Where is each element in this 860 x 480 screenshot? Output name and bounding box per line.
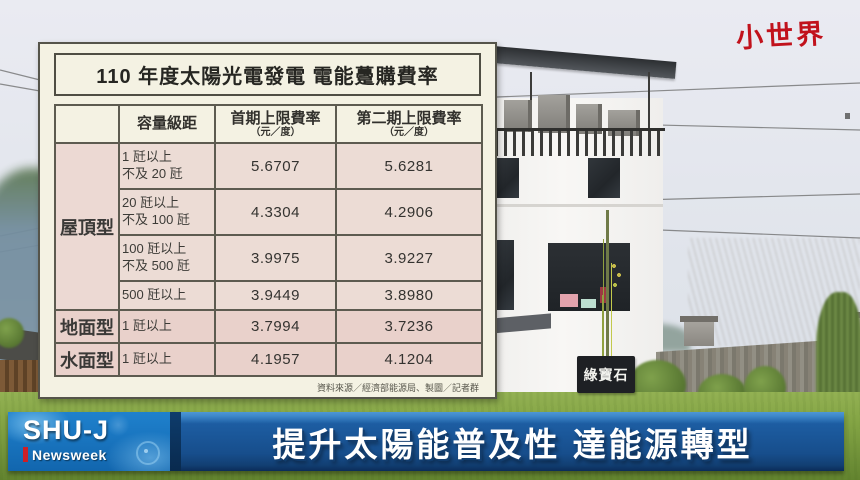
table-row: 地面型 1 瓩以上 3.7994 3.7236 — [54, 309, 483, 344]
wood-fence-photo — [0, 360, 42, 396]
canopy-post — [648, 72, 650, 132]
source-caption: 資料來源／經濟部能源局、製圖／記者群 — [316, 383, 479, 393]
capacity-cell: 1 瓩以上 不及 20 瓩 — [118, 142, 216, 190]
logo-subtitle-row: Newsweek — [23, 447, 170, 462]
ac-unit — [504, 100, 532, 132]
table-row: 100 瓩以上 不及 500 瓩 3.9975 3.9227 — [55, 234, 483, 282]
rate-cell: 4.2906 — [335, 188, 483, 236]
table-row: 屋頂型 1 瓩以上 不及 20 瓩 5.6707 5.6281 — [54, 142, 483, 311]
row-group-label-water: 水面型 — [54, 342, 120, 377]
rate-table: 容量級距 首期上限費率 （元／度） 第二期上限費率 （元／度） 屋頂型 1 瓩以… — [54, 104, 483, 377]
shop-sign: 綠寶石 — [577, 356, 635, 393]
rate-cell: 3.7994 — [214, 309, 337, 344]
bush-photo — [0, 318, 24, 348]
window — [588, 158, 620, 198]
shop-sign-text: 綠寶石 — [583, 366, 629, 383]
row-group-label-ground: 地面型 — [54, 309, 120, 344]
shop-window — [548, 243, 630, 311]
logo-title: SHU-J — [23, 415, 110, 445]
window — [497, 240, 514, 310]
rate-cell: 3.7236 — [335, 309, 483, 344]
col-header-second-period: 第二期上限費率 （元／度） — [335, 104, 483, 144]
rate-cell: 5.6707 — [214, 142, 337, 190]
capacity-cell: 20 瓩以上 不及 100 瓩 — [118, 188, 216, 236]
window-display-item — [581, 299, 596, 308]
window-display-item — [600, 287, 609, 303]
rate-cell: 3.9449 — [214, 280, 337, 311]
logo-panel: SHU-J Newsweek — [8, 412, 170, 471]
rate-cell: 3.9975 — [214, 234, 337, 282]
capacity-cell: 1 瓩以上 — [118, 342, 216, 377]
rate-cell: 4.3304 — [214, 188, 337, 236]
plant-stalk — [606, 210, 609, 395]
window-flowers — [610, 261, 624, 295]
unit-label: （元／度） — [250, 126, 301, 138]
ac-unit — [538, 95, 570, 133]
headline-bar: 提升太陽能普及性 達能源轉型 — [181, 412, 844, 471]
table-header-row: 容量級距 首期上限費率 （元／度） 第二期上限費率 （元／度） — [54, 104, 483, 144]
rate-cell: 4.1204 — [335, 342, 483, 377]
rate-cell: 4.1957 — [214, 342, 337, 377]
row-group-label-rooftop: 屋頂型 — [54, 142, 120, 311]
capacity-cell: 500 瓩以上 — [118, 280, 216, 311]
table-title: 110 年度太陽光電發電 電能躉購費率 — [54, 53, 481, 96]
logo-subtitle: Newsweek — [32, 446, 107, 463]
news-banner: SHU-J Newsweek 提升太陽能普及性 達能源轉型 — [8, 412, 844, 471]
window-display-item — [560, 294, 578, 307]
capacity-cell: 1 瓩以上 — [118, 309, 216, 344]
chimney-vent — [680, 316, 718, 346]
rate-table-panel: 110 年度太陽光電發電 電能躉購費率 容量級距 首期上限費率 （元／度） 第二… — [38, 42, 497, 399]
radar-ring-decoration — [136, 441, 160, 465]
col-header-capacity: 容量級距 — [118, 104, 216, 144]
station-watermark: 小世界 — [735, 18, 827, 55]
headline-text: 提升太陽能普及性 達能源轉型 — [272, 425, 753, 463]
roof-railing — [495, 128, 665, 156]
banner-separator — [170, 412, 181, 471]
unit-label: （元／度） — [384, 126, 434, 138]
red-accent-bar — [23, 447, 28, 462]
col-header-first-period: 首期上限費率 （元／度） — [214, 104, 337, 144]
table-row: 水面型 1 瓩以上 4.1957 4.1204 — [54, 342, 483, 377]
table-row: 500 瓩以上 3.9449 3.8980 — [55, 280, 483, 311]
col-header-corner — [54, 104, 120, 144]
rate-cell: 3.8980 — [335, 280, 483, 311]
table-row: 20 瓩以上 不及 100 瓩 4.3304 4.2906 — [55, 188, 483, 236]
rate-cell: 5.6281 — [335, 142, 483, 190]
rate-cell: 3.9227 — [335, 234, 483, 282]
window — [497, 158, 519, 198]
capacity-cell: 100 瓩以上 不及 500 瓩 — [118, 234, 216, 282]
balcony-ledge — [495, 204, 663, 207]
